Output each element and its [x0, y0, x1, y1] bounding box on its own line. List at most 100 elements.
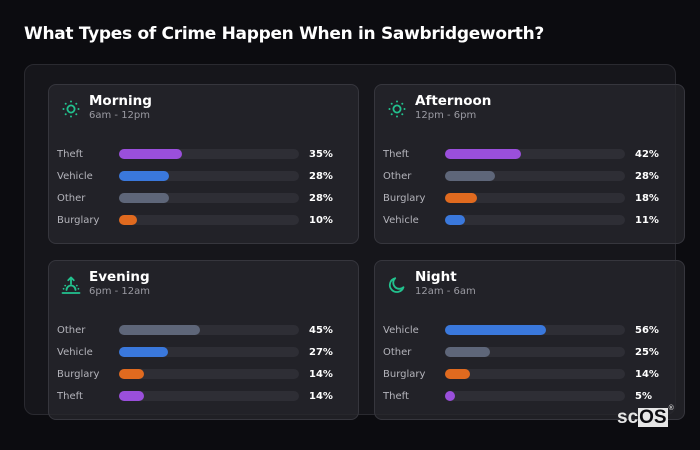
- page-title: What Types of Crime Happen When in Sawbr…: [24, 24, 544, 44]
- crime-percent: 28%: [309, 193, 333, 204]
- card-time-range: 12am - 6am: [415, 286, 476, 297]
- bar-track: [119, 149, 299, 159]
- crime-percent: 28%: [635, 171, 659, 182]
- crime-bar-list: Vehicle 56% Other 25% Burglary 14% Theft…: [383, 323, 679, 411]
- crime-type-label: Theft: [383, 149, 409, 160]
- crime-percent: 14%: [309, 391, 333, 402]
- bar-track: [119, 347, 299, 357]
- crime-percent: 11%: [635, 215, 659, 226]
- bar-fill: [445, 149, 521, 159]
- crime-type-label: Vehicle: [383, 325, 419, 336]
- bar-fill: [445, 391, 455, 401]
- crime-type-label: Burglary: [383, 193, 426, 204]
- bar-track: [445, 149, 625, 159]
- crime-percent: 14%: [635, 369, 659, 380]
- bar-track: [119, 215, 299, 225]
- bar-track: [445, 193, 625, 203]
- bar-track: [119, 193, 299, 203]
- bar-track: [119, 369, 299, 379]
- crime-percent: 25%: [635, 347, 659, 358]
- card-morning: Morning 6am - 12pm Theft 35% Vehicle 28%…: [48, 84, 359, 244]
- bar-track: [119, 391, 299, 401]
- sunset-icon: [61, 276, 81, 294]
- crime-bar-row: Other 45%: [57, 323, 353, 345]
- crime-type-label: Vehicle: [383, 215, 419, 226]
- card-evening: Evening 6pm - 12am Other 45% Vehicle 27%…: [48, 260, 359, 420]
- registered-mark: ®: [668, 405, 674, 412]
- bar-track: [445, 369, 625, 379]
- crime-percent: 10%: [309, 215, 333, 226]
- bar-track: [445, 391, 625, 401]
- logo-os: OS: [638, 407, 668, 428]
- crime-type-label: Theft: [57, 149, 83, 160]
- card-title: Afternoon: [415, 93, 492, 109]
- crime-type-label: Other: [57, 193, 86, 204]
- crime-bar-row: Burglary 14%: [57, 367, 353, 389]
- crime-percent: 35%: [309, 149, 333, 160]
- bar-fill: [445, 215, 465, 225]
- crime-type-label: Burglary: [383, 369, 426, 380]
- crime-bar-row: Vehicle 28%: [57, 169, 353, 191]
- bar-track: [119, 325, 299, 335]
- crime-bar-row: Burglary 18%: [383, 191, 679, 213]
- bar-track: [119, 171, 299, 181]
- bar-fill: [119, 391, 145, 401]
- logo-sc: sc: [617, 407, 639, 428]
- card-time-range: 12pm - 6pm: [415, 110, 477, 121]
- crime-bar-row: Burglary 14%: [383, 367, 679, 389]
- bar-fill: [445, 347, 490, 357]
- scos-logo: sc OS ®: [617, 405, 674, 428]
- crime-bar-row: Vehicle 11%: [383, 213, 679, 235]
- card-title: Night: [415, 269, 457, 285]
- crime-bar-row: Theft 35%: [57, 147, 353, 169]
- crime-bar-row: Other 28%: [57, 191, 353, 213]
- crime-percent: 14%: [309, 369, 333, 380]
- bar-fill: [445, 369, 471, 379]
- bar-track: [445, 347, 625, 357]
- crime-bar-row: Theft 42%: [383, 147, 679, 169]
- crime-bar-row: Other 28%: [383, 169, 679, 191]
- bar-fill: [119, 325, 200, 335]
- card-afternoon: Afternoon 12pm - 6pm Theft 42% Other 28%…: [374, 84, 685, 244]
- crime-percent: 28%: [309, 171, 333, 182]
- crime-type-label: Burglary: [57, 215, 100, 226]
- crime-type-label: Theft: [383, 391, 409, 402]
- card-time-range: 6am - 12pm: [89, 110, 151, 121]
- bar-fill: [119, 215, 137, 225]
- crime-bar-row: Other 25%: [383, 345, 679, 367]
- crime-percent: 5%: [635, 391, 652, 402]
- crime-bar-row: Theft 5%: [383, 389, 679, 411]
- bar-track: [445, 215, 625, 225]
- card-night: Night 12am - 6am Vehicle 56% Other 25% B…: [374, 260, 685, 420]
- bar-fill: [445, 193, 478, 203]
- crime-type-label: Other: [57, 325, 86, 336]
- crime-percent: 42%: [635, 149, 659, 160]
- card-title: Morning: [89, 93, 152, 109]
- crime-percent: 45%: [309, 325, 333, 336]
- crime-percent: 18%: [635, 193, 659, 204]
- bar-fill: [445, 325, 546, 335]
- crime-bar-list: Theft 35% Vehicle 28% Other 28% Burglary…: [57, 147, 353, 235]
- crime-bar-row: Vehicle 56%: [383, 323, 679, 345]
- bar-fill: [445, 171, 496, 181]
- crime-type-label: Vehicle: [57, 171, 93, 182]
- bar-fill: [119, 149, 182, 159]
- crime-bar-row: Burglary 10%: [57, 213, 353, 235]
- crime-bar-list: Theft 42% Other 28% Burglary 18% Vehicle…: [383, 147, 679, 235]
- crime-type-label: Other: [383, 171, 412, 182]
- card-time-range: 6pm - 12am: [89, 286, 151, 297]
- crime-bar-row: Theft 14%: [57, 389, 353, 411]
- crime-bar-list: Other 45% Vehicle 27% Burglary 14% Theft…: [57, 323, 353, 411]
- sun-icon: [62, 100, 80, 118]
- crime-type-label: Vehicle: [57, 347, 93, 358]
- bar-track: [445, 325, 625, 335]
- bar-fill: [119, 171, 170, 181]
- bar-fill: [119, 193, 170, 203]
- bar-fill: [119, 369, 145, 379]
- bar-fill: [119, 347, 168, 357]
- crime-percent: 56%: [635, 325, 659, 336]
- moon-icon: [389, 277, 405, 293]
- crime-type-label: Theft: [57, 391, 83, 402]
- crime-type-label: Other: [383, 347, 412, 358]
- sun-icon: [388, 100, 406, 118]
